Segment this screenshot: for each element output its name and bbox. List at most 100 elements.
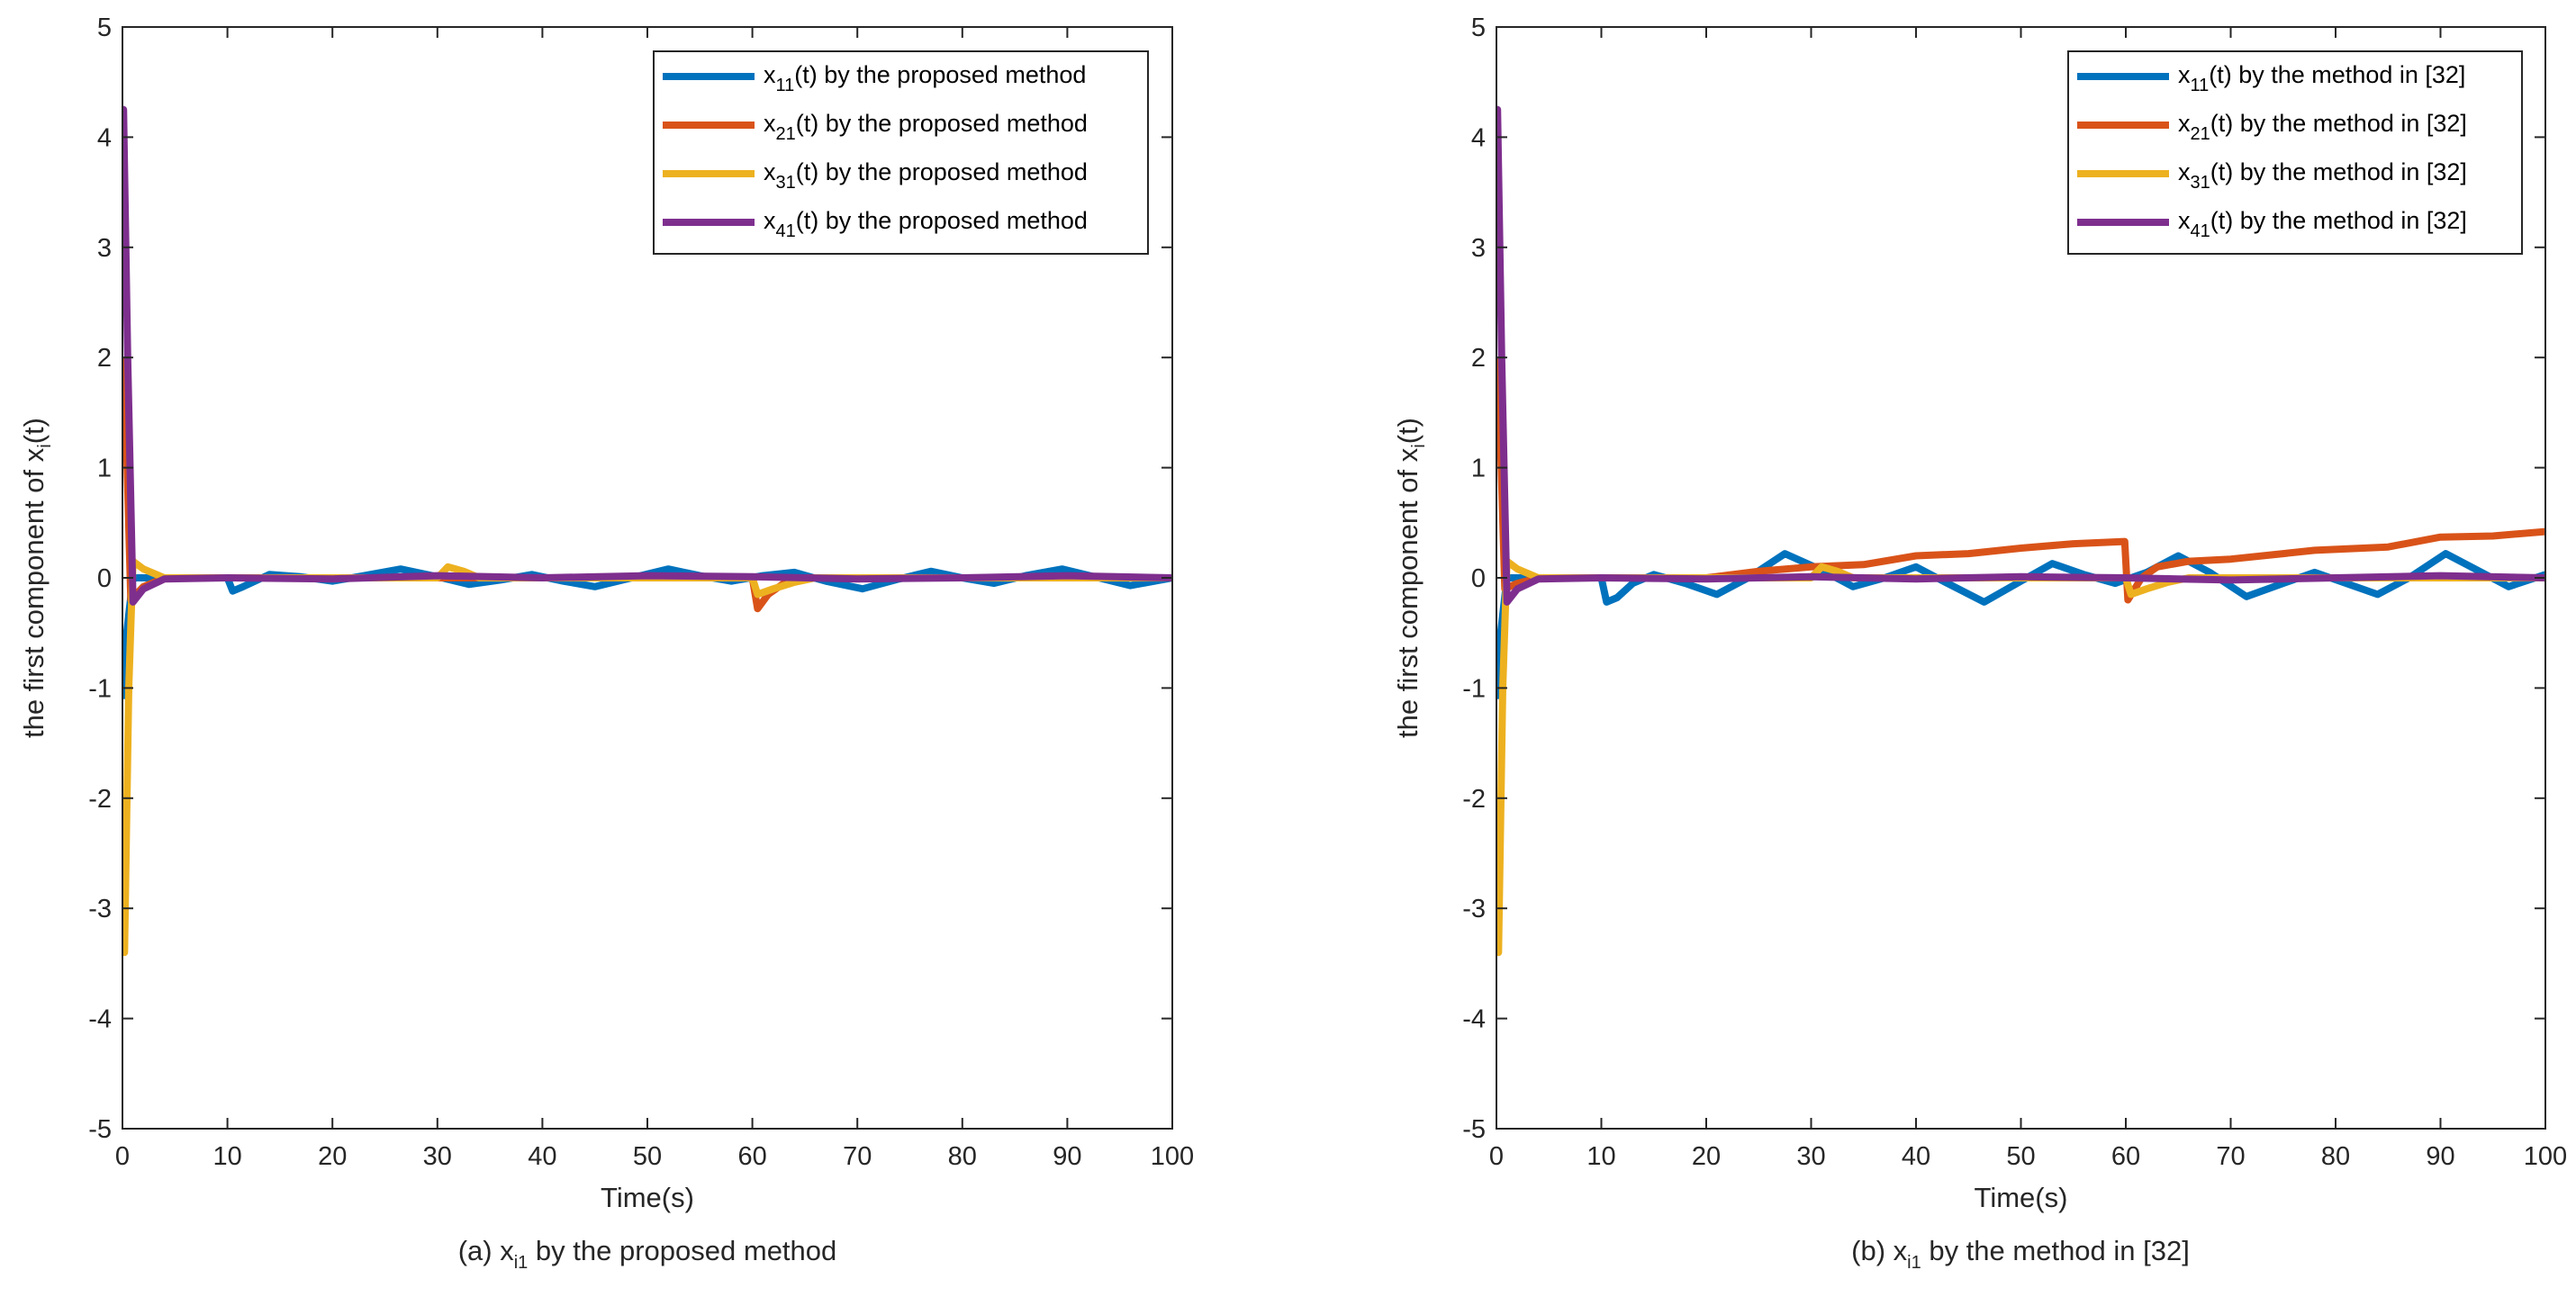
- legend: x11(t) by the method in [32]x21(t) by th…: [2067, 50, 2523, 255]
- legend-var: x: [764, 110, 776, 137]
- y-tick-label: -3: [1462, 895, 1486, 923]
- y-tick-label: 4: [97, 123, 112, 152]
- y-axis-label: the first component of xi(t): [1392, 418, 1429, 738]
- x-axis-label: Time(s): [601, 1182, 694, 1213]
- y-tick-label: 3: [97, 234, 112, 263]
- legend-subscript: 21: [776, 124, 796, 144]
- y-axis-label-subscript: i: [35, 444, 55, 447]
- legend-rest: (t) by the method in [32]: [2210, 207, 2467, 234]
- legend-item-x31: x31(t) by the method in [32]: [2077, 158, 2467, 193]
- legend-subscript: 31: [776, 173, 796, 193]
- legend-label: x21(t) by the method in [32]: [2178, 110, 2467, 144]
- x-tick-label: 100: [1151, 1142, 1194, 1171]
- y-tick-label: -4: [88, 1005, 112, 1034]
- x-tick-label: 70: [843, 1142, 872, 1171]
- x-tick-label: 50: [2006, 1142, 2035, 1171]
- legend-subscript: 41: [2191, 221, 2210, 241]
- legend-var: x: [2178, 158, 2191, 185]
- y-tick-label: -3: [88, 895, 112, 923]
- caption-prefix: (a) x: [458, 1235, 515, 1266]
- y-tick-label: 1: [1471, 455, 1486, 483]
- caption-prefix: (b) x: [1851, 1235, 1908, 1266]
- legend-var: x: [2178, 61, 2191, 88]
- y-tick-label: 2: [1471, 344, 1486, 373]
- series-line-x31: [122, 557, 1172, 957]
- legend-subscript: 11: [2191, 76, 2210, 95]
- legend-rest: (t) by the proposed method: [796, 158, 1088, 185]
- y-axis-label: the first component of xi(t): [18, 418, 55, 738]
- x-tick-label: 0: [115, 1142, 130, 1171]
- legend-label: x11(t) by the method in [32]: [2178, 61, 2465, 95]
- x-tick-label: 60: [2111, 1142, 2140, 1171]
- legend-var: x: [764, 207, 776, 234]
- legend-item-x21: x21(t) by the method in [32]: [2077, 110, 2467, 144]
- legend-item-x31: x31(t) by the proposed method: [663, 158, 1088, 193]
- y-tick-label: -4: [1462, 1005, 1486, 1034]
- legend-label: x31(t) by the method in [32]: [2178, 158, 2467, 193]
- x-tick-label: 100: [2524, 1142, 2567, 1171]
- x-tick-label: 30: [1796, 1142, 1825, 1171]
- x-axis-label: Time(s): [1975, 1182, 2068, 1213]
- series-group: [122, 105, 1172, 957]
- chart-panel-a: 0 10 20 30 40 50 60 70 80 90 100 -5 -4 -3 -2 -1 0 1 2 3 4 5 Ti…: [18, 14, 1194, 1273]
- x-tick-label: 60: [737, 1142, 766, 1171]
- legend-label: x21(t) by the proposed method: [764, 110, 1088, 144]
- legend-label: x41(t) by the proposed method: [764, 207, 1088, 241]
- x-tick-label: 90: [2426, 1142, 2454, 1171]
- legend-rest: (t) by the proposed method: [796, 207, 1088, 234]
- x-tick-label: 20: [1692, 1142, 1721, 1171]
- series-line-x41: [1496, 105, 2545, 606]
- legend-rest: (t) by the proposed method: [796, 110, 1088, 137]
- series-line-x41: [122, 105, 1172, 606]
- legend-subscript: 11: [776, 76, 795, 95]
- y-tick-label: 1: [97, 455, 112, 483]
- y-tick-label: 5: [97, 14, 112, 42]
- y-axis-label-text: the first component of x: [18, 447, 50, 738]
- y-axis-label-subscript: i: [1409, 444, 1429, 447]
- y-tick-label: 5: [1471, 14, 1486, 42]
- x-tick-label: 0: [1489, 1142, 1504, 1171]
- y-axis-label-suffix: (t): [18, 418, 50, 444]
- y-tick-label: 0: [97, 564, 112, 593]
- y-tick-label: 0: [1471, 564, 1486, 593]
- y-tick-label: 2: [97, 344, 112, 373]
- caption-suffix: by the proposed method: [528, 1235, 836, 1266]
- chart-panel-b: 0 10 20 30 40 50 60 70 80 90 100 -5 -4 -3 -2 -1 0 1 2 3 4 5 Ti…: [1392, 14, 2567, 1273]
- y-tick-label: -2: [88, 785, 112, 814]
- legend-var: x: [2178, 110, 2191, 137]
- x-tick-label: 40: [1902, 1142, 1930, 1171]
- legend-item-x11: x11(t) by the method in [32]: [2077, 61, 2465, 95]
- y-tick-label: -2: [1462, 785, 1486, 814]
- x-tick-label: 30: [423, 1142, 452, 1171]
- series-line-x31: [1496, 557, 2545, 957]
- legend-rest: (t) by the method in [32]: [2210, 110, 2467, 137]
- y-axis-label-text: the first component of x: [1392, 447, 1424, 738]
- legend-subscript: 21: [2191, 124, 2210, 144]
- x-tick-label: 70: [2216, 1142, 2245, 1171]
- legend-item-x11: x11(t) by the proposed method: [663, 61, 1086, 95]
- x-tick-label: 80: [948, 1142, 977, 1171]
- y-tick-label: -5: [1462, 1115, 1486, 1144]
- legend-rest: (t) by the method in [32]: [2209, 61, 2465, 88]
- x-tick-label: 10: [212, 1142, 241, 1171]
- series-group: [1496, 105, 2545, 957]
- y-tick-label: -5: [88, 1115, 112, 1144]
- panel-caption: (b) xi1 by the method in [32]: [1851, 1235, 2190, 1273]
- legend-rest: (t) by the method in [32]: [2210, 158, 2467, 185]
- x-tick-label: 80: [2321, 1142, 2350, 1171]
- y-tick-label: 3: [1471, 234, 1486, 263]
- x-tick-label: 90: [1053, 1142, 1081, 1171]
- legend-subscript: 31: [2191, 173, 2210, 193]
- x-tick-label: 20: [318, 1142, 347, 1171]
- y-axis-label-suffix: (t): [1392, 418, 1424, 444]
- legend-label: x11(t) by the proposed method: [764, 61, 1086, 95]
- x-tick-label: 50: [633, 1142, 662, 1171]
- caption-suffix: by the method in [32]: [1921, 1235, 2190, 1266]
- legend-label: x31(t) by the proposed method: [764, 158, 1088, 193]
- y-tick-label: -1: [1462, 674, 1486, 703]
- x-tick-label: 10: [1586, 1142, 1615, 1171]
- legend-item-x41: x41(t) by the method in [32]: [2077, 207, 2467, 241]
- legend-var: x: [2178, 207, 2191, 234]
